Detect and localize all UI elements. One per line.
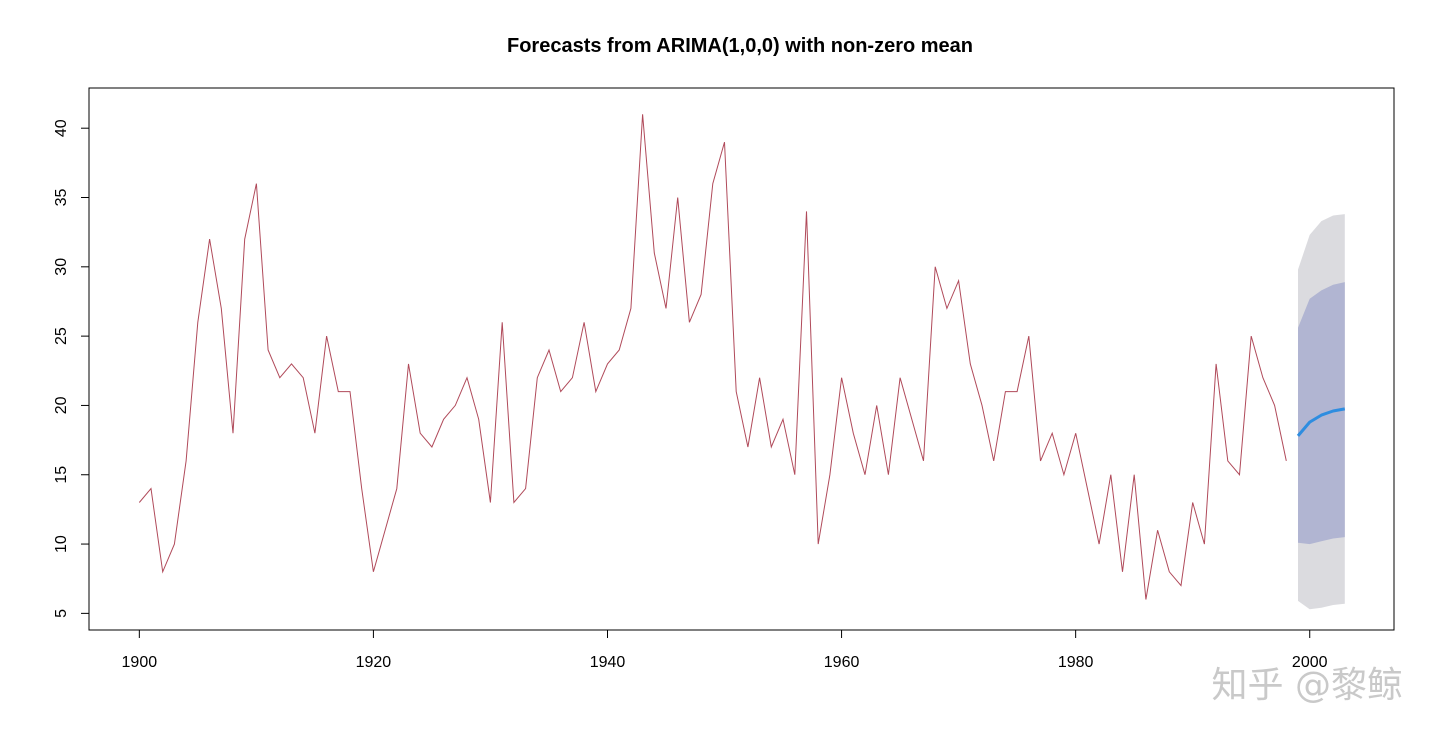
- interval-80-band: [1298, 282, 1345, 545]
- y-axis: 5 10 15 20 25 30 35 40: [53, 119, 90, 618]
- plot-frame: [88, 87, 1395, 631]
- y-tick-label: 30: [53, 258, 70, 276]
- x-tick-label: 1920: [356, 654, 392, 671]
- chart-title: Forecasts from ARIMA(1,0,0) with non-zer…: [507, 35, 973, 57]
- x-tick-label: 1940: [590, 654, 626, 671]
- forecast-mean-line: [1296, 407, 1346, 437]
- watermark: 知乎 @黎鲸: [1212, 665, 1403, 706]
- observed-series-line: [138, 114, 1287, 600]
- series-lines: [138, 114, 1346, 600]
- y-tick-label: 25: [53, 327, 70, 345]
- y-tick-label: 40: [53, 119, 70, 137]
- y-tick-label: 15: [53, 466, 70, 484]
- x-tick-label: 2000: [1292, 654, 1328, 671]
- y-tick-label: 20: [53, 396, 70, 414]
- forecast-intervals: [1298, 214, 1345, 610]
- y-tick-label: 10: [53, 535, 70, 553]
- x-tick-label: 1960: [824, 654, 860, 671]
- y-tick-label: 5: [53, 609, 70, 618]
- x-tick-label: 1900: [122, 654, 158, 671]
- x-tick-label: 1980: [1058, 654, 1094, 671]
- y-tick-label: 35: [53, 189, 70, 207]
- x-axis: 1900 1920 1940 1960 1980 2000: [122, 629, 1328, 671]
